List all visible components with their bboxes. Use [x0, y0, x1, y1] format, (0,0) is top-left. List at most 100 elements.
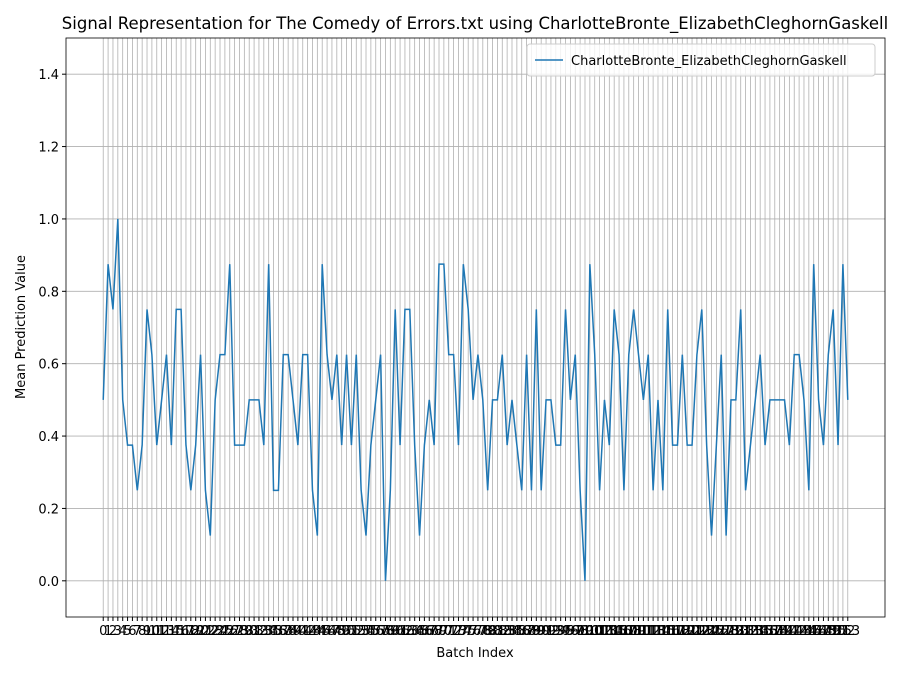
y-tick-label: 0.0 — [38, 575, 59, 590]
x-tick-label: 60 — [387, 624, 404, 639]
x-tick-label: 47 — [324, 624, 341, 639]
x-tick-label: 143 — [787, 624, 812, 639]
y-tick-label: 1.2 — [38, 141, 59, 156]
x-tick-label: 102 — [587, 624, 612, 639]
x-tick-label: 36 — [270, 624, 287, 639]
x-tick-label: 51 — [343, 624, 360, 639]
x-tick-label: 39 — [285, 624, 302, 639]
x-tick-label: 16 — [173, 624, 190, 639]
x-tick-label: 43 — [304, 624, 321, 639]
x-tick-label: 82 — [494, 624, 511, 639]
x-tick-label: 17 — [178, 624, 195, 639]
x-tick-label: 58 — [377, 624, 394, 639]
x-tick-label: 64 — [406, 624, 423, 639]
x-tick-label: 83 — [499, 624, 516, 639]
x-tick-label: 71 — [440, 624, 457, 639]
x-tick-label: 149 — [816, 624, 841, 639]
legend: CharlotteBronte_ElizabethCleghornGaskell — [526, 43, 876, 77]
plot-frame — [65, 37, 886, 618]
x-tick-label: 94 — [552, 624, 569, 639]
x-tick-label: 101 — [582, 624, 607, 639]
x-tick-label: 129 — [719, 624, 744, 639]
x-tick-label: 78 — [475, 624, 492, 639]
x-tick-label: 6 — [128, 624, 136, 639]
x-tick-label: 27 — [226, 624, 243, 639]
x-tick-label: 54 — [358, 624, 375, 639]
x-tick-label: 7 — [133, 624, 141, 639]
x-tick-label: 110 — [626, 624, 651, 639]
x-tick-label: 141 — [777, 624, 802, 639]
x-tick-label: 123 — [689, 624, 714, 639]
x-tick-label: 114 — [646, 624, 671, 639]
x-tick-label: 126 — [704, 624, 729, 639]
legend-frame — [526, 43, 876, 77]
x-tick-label: 134 — [743, 624, 768, 639]
x-tick-label: 128 — [714, 624, 739, 639]
x-tick-label: 118 — [665, 624, 690, 639]
x-tick-label: 53 — [353, 624, 370, 639]
x-tick-label: 45 — [314, 624, 331, 639]
x-tick-label: 37 — [275, 624, 292, 639]
x-tick-label: 4 — [119, 624, 127, 639]
x-tick-label: 67 — [421, 624, 438, 639]
x-tick-label: 137 — [757, 624, 782, 639]
x-tick-label: 95 — [557, 624, 574, 639]
x-tick-label: 3 — [114, 624, 122, 639]
x-tick-label: 87 — [518, 624, 535, 639]
x-tick-label: 147 — [806, 624, 831, 639]
y-tick-label: 0.6 — [38, 358, 59, 373]
x-tick-label: 26 — [221, 624, 238, 639]
x-tick-label: 19 — [187, 624, 204, 639]
x-tick-label: 15 — [168, 624, 185, 639]
x-tick-label: 57 — [372, 624, 389, 639]
x-tick-label: 150 — [821, 624, 846, 639]
x-tick-label: 151 — [826, 624, 851, 639]
x-tick-label: 28 — [231, 624, 248, 639]
x-tick-label: 11 — [148, 624, 165, 639]
x-tick-label: 146 — [801, 624, 826, 639]
x-tick-label: 144 — [792, 624, 817, 639]
x-tick-label: 69 — [431, 624, 448, 639]
x-tick-label: 130 — [723, 624, 748, 639]
x-tick-label: 152 — [830, 624, 855, 639]
x-tick-label: 142 — [782, 624, 807, 639]
x-tick-label: 125 — [699, 624, 724, 639]
x-tick-label: 90 — [533, 624, 550, 639]
x-tick-label: 80 — [484, 624, 501, 639]
x-tick-label: 133 — [738, 624, 763, 639]
x-tick-label: 35 — [265, 624, 282, 639]
x-tick-label: 30 — [241, 624, 258, 639]
x-tick-label: 131 — [728, 624, 753, 639]
x-tick-label: 42 — [299, 624, 316, 639]
x-tick-label: 72 — [445, 624, 462, 639]
x-tick-label: 24 — [212, 624, 229, 639]
x-tick-label: 13 — [158, 624, 175, 639]
x-tick-label: 70 — [436, 624, 453, 639]
x-tick-label: 76 — [465, 624, 482, 639]
x-axis-label: Batch Index — [436, 646, 514, 661]
x-tick-label: 136 — [753, 624, 778, 639]
x-tick-label: 66 — [416, 624, 433, 639]
x-tick-label: 56 — [367, 624, 384, 639]
x-tick-label: 18 — [183, 624, 200, 639]
x-tick-label: 112 — [636, 624, 661, 639]
x-tick-label: 119 — [670, 624, 695, 639]
x-tick-label: 98 — [572, 624, 589, 639]
x-tick-label: 103 — [592, 624, 617, 639]
x-tick-label: 109 — [621, 624, 646, 639]
x-tick-label: 33 — [256, 624, 273, 639]
x-tick-label: 52 — [348, 624, 365, 639]
y-tick-label: 0.4 — [38, 430, 59, 445]
x-tick-label: 77 — [470, 624, 487, 639]
x-tick-label: 111 — [631, 624, 656, 639]
x-tick-label: 132 — [733, 624, 758, 639]
chart-title: Signal Representation for The Comedy of … — [62, 14, 888, 34]
x-tick-label: 14 — [163, 624, 180, 639]
x-tick-label: 84 — [504, 624, 521, 639]
x-tick-label: 20 — [192, 624, 209, 639]
x-tick-label: 61 — [392, 624, 409, 639]
x-tick-label: 49 — [333, 624, 350, 639]
x-tick-label: 96 — [562, 624, 579, 639]
x-tick-label: 145 — [796, 624, 821, 639]
